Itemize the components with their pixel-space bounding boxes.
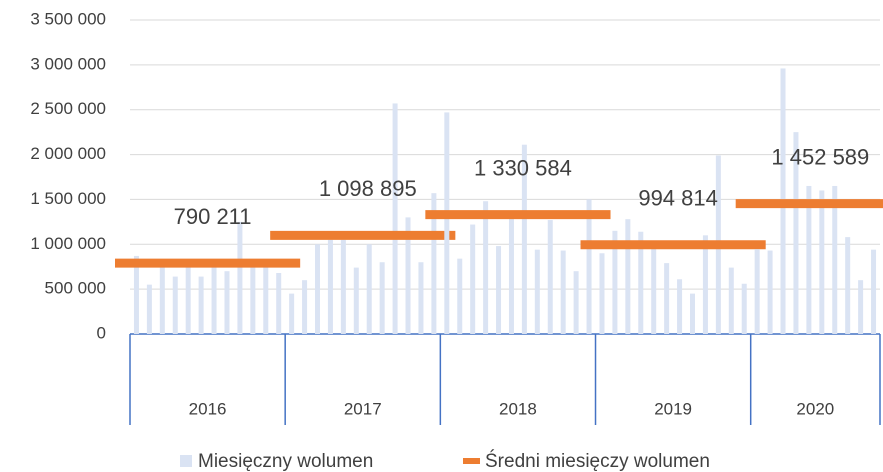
bar bbox=[405, 217, 411, 334]
bar bbox=[302, 280, 308, 334]
bar bbox=[871, 249, 877, 334]
bar bbox=[198, 276, 204, 334]
bar bbox=[418, 262, 424, 334]
x-group-label: 2019 bbox=[654, 399, 692, 418]
average-label: 790 211 bbox=[174, 204, 252, 229]
bar bbox=[793, 132, 799, 334]
x-group-label: 2020 bbox=[796, 399, 834, 418]
bar bbox=[702, 235, 708, 334]
legend-swatch bbox=[180, 455, 192, 467]
bar bbox=[211, 265, 217, 334]
y-tick-label: 0 bbox=[97, 323, 106, 342]
bar bbox=[250, 266, 256, 334]
bar bbox=[327, 239, 333, 334]
bar bbox=[845, 237, 851, 334]
bar bbox=[340, 239, 346, 334]
bar bbox=[832, 185, 838, 334]
legend-label: Miesięczny wolumen bbox=[198, 451, 373, 472]
bar bbox=[521, 144, 527, 334]
y-tick-label: 3 500 000 bbox=[30, 9, 106, 28]
y-tick-label: 500 000 bbox=[45, 279, 106, 298]
bar bbox=[224, 271, 230, 334]
y-tick-label: 3 000 000 bbox=[30, 54, 106, 73]
bar bbox=[146, 284, 152, 334]
bar bbox=[599, 253, 605, 334]
bar bbox=[728, 267, 734, 334]
bar bbox=[534, 249, 540, 334]
bar bbox=[625, 219, 631, 334]
bar bbox=[741, 283, 747, 334]
bar bbox=[638, 231, 644, 334]
average-label: 994 814 bbox=[638, 186, 718, 211]
bar bbox=[470, 224, 476, 334]
bar bbox=[677, 279, 683, 334]
bar bbox=[547, 220, 553, 334]
average-label: 1 330 584 bbox=[474, 155, 572, 180]
bar bbox=[159, 265, 165, 334]
bar bbox=[508, 217, 514, 334]
bar bbox=[237, 221, 243, 334]
bar bbox=[379, 262, 385, 334]
bar bbox=[754, 249, 760, 334]
bar bbox=[560, 250, 566, 334]
bar bbox=[392, 103, 398, 334]
bar bbox=[573, 271, 579, 334]
bar bbox=[457, 258, 463, 334]
x-group-label: 2017 bbox=[344, 399, 382, 418]
x-group-label: 2016 bbox=[189, 399, 227, 418]
bar bbox=[276, 272, 282, 334]
bar bbox=[289, 293, 295, 334]
bar bbox=[483, 201, 489, 334]
bar bbox=[664, 263, 670, 334]
bar bbox=[651, 244, 657, 334]
bar bbox=[496, 246, 502, 334]
bar bbox=[263, 265, 269, 334]
average-label: 1 098 895 bbox=[319, 176, 417, 201]
y-tick-label: 2 500 000 bbox=[30, 99, 106, 118]
bar bbox=[612, 230, 618, 334]
bar bbox=[315, 244, 320, 334]
legend-swatch bbox=[463, 458, 480, 464]
bar bbox=[858, 280, 864, 334]
legend-label: Średni miesięczy wolumen bbox=[485, 450, 710, 472]
x-group-label: 2018 bbox=[499, 399, 537, 418]
bar bbox=[172, 276, 178, 334]
bar bbox=[806, 185, 812, 334]
y-tick-label: 1 500 000 bbox=[30, 189, 106, 208]
bar bbox=[353, 267, 359, 334]
y-tick-label: 1 000 000 bbox=[30, 234, 106, 253]
y-tick-label: 2 000 000 bbox=[30, 144, 106, 163]
average-label: 1 452 589 bbox=[771, 144, 869, 169]
bar bbox=[690, 293, 695, 334]
bar bbox=[185, 265, 191, 334]
bar bbox=[767, 250, 773, 334]
bar bbox=[586, 199, 592, 334]
bar bbox=[819, 190, 825, 334]
bar bbox=[444, 112, 450, 334]
bar bbox=[133, 255, 139, 334]
bar bbox=[431, 193, 437, 334]
bar bbox=[366, 244, 372, 334]
